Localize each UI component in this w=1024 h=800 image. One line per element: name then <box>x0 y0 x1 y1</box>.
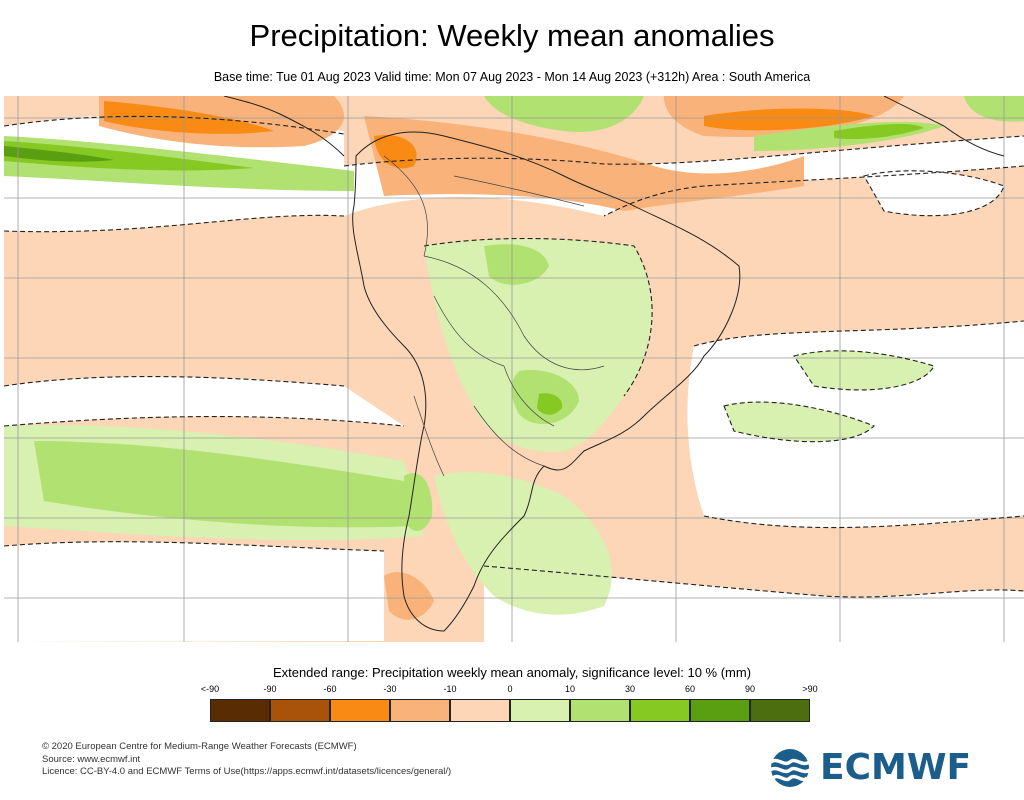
dry-patch-patagonia <box>384 572 434 620</box>
ecmwf-wave-icon <box>769 749 811 787</box>
color-legend: <-90 -90 -60 -30 -10 0 10 30 60 90 >90 <box>180 684 840 724</box>
legend-tick: -60 <box>323 684 337 694</box>
source-line: Source: www.ecmwf.int <box>42 753 141 765</box>
white-band-southeast <box>484 566 1024 642</box>
caribbean-islands <box>883 96 1005 157</box>
chart-subtitle: Base time: Tue 01 Aug 2023 Valid time: M… <box>213 70 811 84</box>
legend-tick: 30 <box>624 684 635 694</box>
legend-swatch <box>270 699 330 722</box>
legend-tick: 0 <box>507 684 513 694</box>
legend-swatch <box>750 699 810 722</box>
wet-core-north-pacific <box>4 141 254 171</box>
wet-patch-atlantic-1 <box>794 350 934 390</box>
map-canvas <box>4 96 1024 642</box>
wet-max-paraguay <box>537 393 563 415</box>
white-band-pacific <box>4 376 404 426</box>
wet-core-south-pacific <box>34 441 414 528</box>
wet-corner-ne <box>964 96 1024 122</box>
ecmwf-logo-text: ECMWF <box>820 747 972 788</box>
credits: © 2020 European Centre for Medium-Range … <box>42 741 451 779</box>
legend-tick: 90 <box>744 684 755 694</box>
south-america-coastline <box>352 131 741 632</box>
white-band-south <box>4 541 384 642</box>
licence-line: Licence: CC-BY-4.0 and ECMWF Terms of Us… <box>42 766 452 777</box>
legend-tick: -10 <box>443 684 457 694</box>
legend-swatch <box>450 699 510 722</box>
legend-title: Extended range: Precipitation weekly mea… <box>272 665 752 680</box>
legend-tick: -30 <box>383 684 397 694</box>
legend-tick: <-90 <box>200 684 220 694</box>
map-grid <box>4 96 1024 642</box>
legend-swatch <box>690 699 750 722</box>
legend-swatch <box>390 699 450 722</box>
legend-swatch <box>570 699 630 722</box>
legend-tick: 60 <box>684 684 695 694</box>
legend-tick: 10 <box>564 684 575 694</box>
ecmwf-logo: ECMWF <box>764 748 994 788</box>
wet-patch-atlantic-2 <box>724 402 874 442</box>
significance-contours <box>4 115 1024 598</box>
legend-swatch <box>330 699 390 722</box>
country-borders <box>383 155 605 477</box>
wet-band-chile <box>404 472 433 531</box>
central-america-coastline <box>223 96 345 157</box>
coastlines <box>223 96 1005 632</box>
dry-core-northeast <box>704 108 874 131</box>
wet-region-brazil <box>424 238 653 452</box>
legend-swatch <box>510 699 570 722</box>
wet-core-caribbean <box>834 124 924 140</box>
dry-core-colombia <box>374 135 417 169</box>
legend-swatch <box>630 699 690 722</box>
precipitation-anomaly-map <box>4 96 1024 642</box>
chart-title: Precipitation: Weekly mean anomalies <box>249 18 775 53</box>
wet-core-brazil-n <box>484 244 549 285</box>
wet-region-patagonia <box>434 472 612 615</box>
white-band-east-blobs <box>864 170 1004 216</box>
legend-swatch <box>210 699 270 722</box>
legend-tick: >90 <box>802 684 818 694</box>
copyright-line: © 2020 European Centre for Medium-Range … <box>42 741 357 752</box>
wet-max-north-pacific <box>4 146 114 162</box>
legend-tick: -90 <box>263 684 277 694</box>
wet-top-center <box>484 96 644 132</box>
